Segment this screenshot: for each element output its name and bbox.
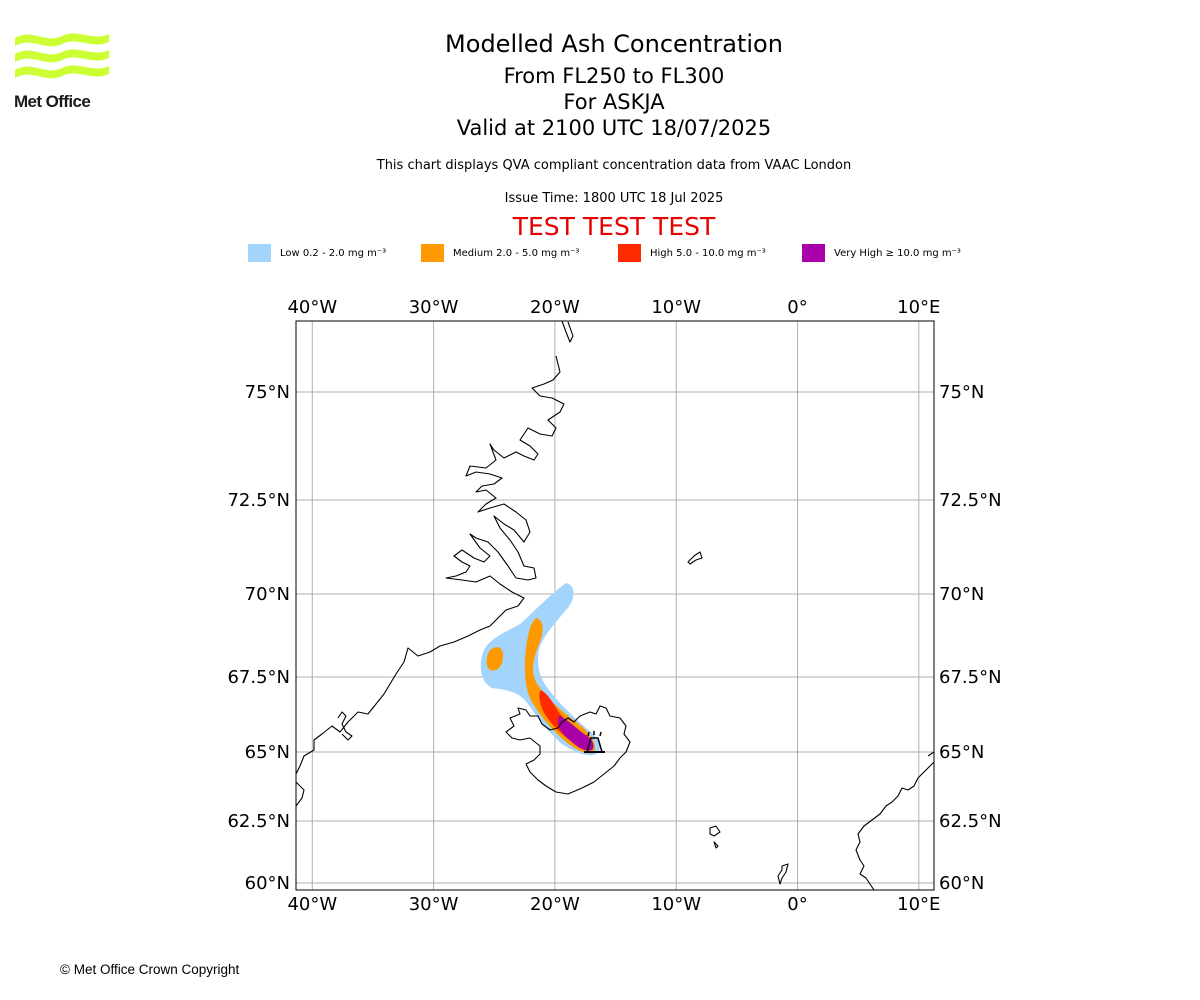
latitude-label: 60°N bbox=[245, 873, 290, 894]
longitude-label: 40°W bbox=[287, 894, 337, 915]
longitude-label: 0° bbox=[787, 894, 807, 915]
latitude-label: 65°N bbox=[939, 742, 984, 763]
met-office-waves-icon bbox=[15, 33, 109, 79]
latitude-label: 75°N bbox=[245, 382, 290, 403]
latitude-label: 62.5°N bbox=[227, 811, 290, 832]
shetland-coastline bbox=[777, 863, 789, 885]
legend-label-low: Low 0.2 - 2.0 mg m⁻³ bbox=[280, 247, 387, 259]
longitude-label: 0° bbox=[787, 297, 807, 318]
qva-note: This chart displays QVA compliant concen… bbox=[376, 158, 852, 173]
latitude-label: 72.5°N bbox=[227, 490, 290, 511]
issue-time: Issue Time: 1800 UTC 18 Jul 2025 bbox=[504, 191, 724, 206]
longitude-label: 20°W bbox=[530, 894, 580, 915]
legend-label-high: High 5.0 - 10.0 mg m⁻³ bbox=[650, 247, 766, 259]
coastlines bbox=[296, 321, 934, 890]
latitude-label: 67.5°N bbox=[939, 667, 1002, 688]
faroe-islands-coastline bbox=[709, 825, 721, 849]
volcano-icon bbox=[584, 731, 605, 753]
gridlines bbox=[296, 321, 934, 890]
copyright: © Met Office Crown Copyright bbox=[60, 962, 240, 977]
longitude-label: 30°W bbox=[409, 297, 459, 318]
legend-item-low: Low 0.2 - 2.0 mg m⁻³ bbox=[248, 244, 386, 263]
latitude-label: 65°N bbox=[245, 742, 290, 763]
test-banner: TEST TEST TEST bbox=[512, 212, 716, 241]
norway-coastline bbox=[855, 751, 934, 890]
met-office-logo bbox=[14, 30, 110, 114]
flight-level-range: From FL250 to FL300 bbox=[503, 64, 725, 88]
latitude-label: 67.5°N bbox=[227, 667, 290, 688]
iceland-coastline bbox=[505, 705, 631, 795]
ash-very-high-area bbox=[558, 716, 594, 751]
latitude-label: 72.5°N bbox=[939, 490, 1002, 511]
legend-swatch-low bbox=[248, 244, 271, 262]
longitude-label: 10°W bbox=[651, 894, 701, 915]
longitude-label: 20°W bbox=[530, 297, 580, 318]
logo-text: Met Office bbox=[14, 92, 91, 111]
greenland-inlet-1 bbox=[337, 711, 353, 741]
latitude-label: 70°N bbox=[939, 584, 984, 605]
latitude-label: 60°N bbox=[939, 873, 984, 894]
legend-label-very-high: Very High ≥ 10.0 mg m⁻³ bbox=[834, 247, 961, 259]
valid-time: Valid at 2100 UTC 18/07/2025 bbox=[456, 116, 772, 140]
longitude-label: 30°W bbox=[409, 894, 459, 915]
longitude-label: 10°W bbox=[651, 297, 701, 318]
latitude-label: 75°N bbox=[939, 382, 984, 403]
legend-swatch-high bbox=[618, 244, 641, 262]
longitude-label: 10°E bbox=[897, 894, 940, 915]
chart-title: Modelled Ash Concentration bbox=[445, 30, 783, 58]
map-frame bbox=[295, 320, 935, 891]
greenland-coastline bbox=[296, 321, 574, 775]
greenland-south-coastline bbox=[296, 781, 305, 807]
longitude-label: 10°E bbox=[897, 297, 940, 318]
latitude-labels-right: 75°N 72.5°N 70°N 67.5°N 65°N 62.5°N 60°N bbox=[939, 382, 1002, 894]
volcano-name: For ASKJA bbox=[563, 90, 665, 114]
legend-swatch-medium bbox=[421, 244, 444, 262]
legend-swatch-very-high bbox=[802, 244, 825, 262]
latitude-labels-left: 75°N 72.5°N 70°N 67.5°N 65°N 62.5°N 60°N bbox=[227, 382, 290, 894]
longitude-labels-bottom: 40°W 30°W 20°W 10°W 0° 10°E bbox=[287, 894, 940, 915]
longitude-label: 40°W bbox=[287, 297, 337, 318]
legend-label-medium: Medium 2.0 - 5.0 mg m⁻³ bbox=[453, 247, 580, 259]
latitude-label: 70°N bbox=[245, 584, 290, 605]
legend-item-medium: Medium 2.0 - 5.0 mg m⁻³ bbox=[421, 244, 579, 263]
legend-item-high: High 5.0 - 10.0 mg m⁻³ bbox=[618, 244, 766, 263]
latitude-label: 62.5°N bbox=[939, 811, 1002, 832]
jan-mayen-coastline bbox=[687, 551, 703, 565]
legend-item-very-high: Very High ≥ 10.0 mg m⁻³ bbox=[802, 244, 961, 263]
longitude-labels-top: 40°W 30°W 20°W 10°W 0° 10°E bbox=[287, 297, 940, 318]
